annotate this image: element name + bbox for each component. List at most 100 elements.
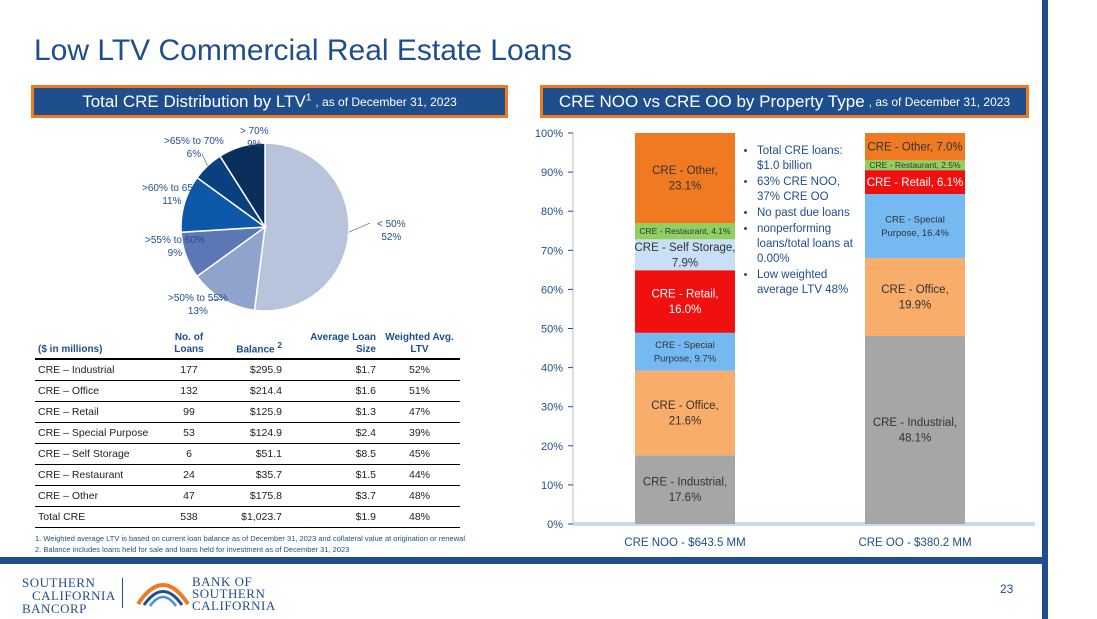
southern-california-bancorp-logo: SOUTHERN CALIFORNIA BANCORP [22,575,116,616]
row-balance: $35.7 [217,464,285,486]
row-count: 132 [161,380,217,402]
logo-divider [122,578,123,608]
right-accent-bar [1042,0,1048,619]
bar-segment [635,270,735,333]
col-count: No. of Loans [174,332,204,355]
y-tick-label: 90% [541,167,563,179]
row-avg-loan-size: $2.4 [285,422,379,444]
row-name: Total CRE [35,506,161,528]
row-avg-loan-size: $1.9 [285,506,379,528]
bar-header-title: CRE NOO vs CRE OO by Property Type [558,91,865,111]
col-category: ($ in millions) [38,344,103,355]
x-category-label: CRE NOO - $643.5 MM [624,537,745,549]
row-ltv: 48% [379,506,460,528]
row-ltv: 45% [379,443,460,465]
table-row: CRE – Industrial 177 $295.9 $1.7 52% [35,359,460,381]
summary-bullets: Total CRE loans: $1.0 billion63% CRE NOO… [745,144,855,299]
row-balance: $214.4 [217,380,285,402]
bar-segment-label: CRE - Office, 21.6% [651,400,719,428]
row-count: 177 [161,359,217,381]
pie-slice-label: >50% to 55% 13% [168,293,228,317]
row-avg-loan-size: $1.7 [285,359,379,381]
col-weighted-ltv: Weighted Avg. LTV [385,332,454,355]
row-ltv: 48% [379,485,460,507]
ltv-pie-chart [180,142,371,312]
property-type-bar-chart: 0% 10% 20% 30% 40% 50% 60% 70% 80% 90% 100% CRE - I… [535,128,1035,549]
summary-bullet: nonperforming loans/total loans at 0.00% [757,222,855,267]
row-ltv: 47% [379,401,460,423]
row-count: 24 [161,464,217,486]
bar-section-header: CRE NOO vs CRE OO by Property Type , as … [540,85,1029,118]
page-title: Low LTV Commercial Real Estate Loans [34,34,573,67]
pie-leader-line [209,299,223,301]
summary-bullet: Total CRE loans: $1.0 billion [757,144,855,174]
bar-segment [635,133,735,224]
y-tick-label: 40% [541,363,563,375]
row-avg-loan-size: $3.7 [285,485,379,507]
table-row: CRE – Special Purpose 53 $124.9 $2.4 39% [35,422,460,444]
bar-header-date: , as of December 31, 2023 [868,94,1011,109]
row-balance: $295.9 [217,359,285,381]
row-name: CRE – Retail [35,401,161,423]
col-balance: Balance 2 [236,339,282,355]
row-count: 538 [161,506,217,528]
table-row: CRE – Other 47 $175.8 $3.7 48% [35,485,460,507]
pie-slice-label: >60% to 65% 11% [142,183,202,207]
col-avg-loan-size: Average Loan Size [310,332,376,355]
pie-slice [218,142,266,230]
row-avg-loan-size: $1.5 [285,464,379,486]
bar-segment-label: CRE - Other, 7.0% [867,142,962,154]
pie-slice-label: >55% to 60% 9% [145,235,205,259]
row-count: 53 [161,422,217,444]
row-balance: $175.8 [217,485,285,507]
pie-leader-line [348,222,371,233]
pie-header-date: , as of December 31, 2023 [315,94,457,109]
row-ltv: 52% [379,359,460,381]
bottom-accent-bar [0,557,1048,564]
cre-ltv-table: ($ in millions) No. of Loans Balance 2 A… [35,330,460,528]
table-row: CRE – Self Storage 6 $51.1 $8.5 45% [35,443,460,465]
y-tick-label: 30% [541,402,563,414]
bar-segment-label: CRE - Self Storage, 7.9% [635,242,736,269]
x-category-label: CRE OO - $380.2 MM [858,537,971,549]
bar-segment-label: CRE - Industrial, 17.6% [643,477,727,505]
row-name: CRE – Office [35,380,161,402]
bar-segment [865,160,965,171]
row-ltv: 51% [379,380,460,402]
pie-slice-label: < 50% 52% [377,219,406,243]
row-name: CRE – Special Purpose [35,422,161,444]
pie-header-title: Total CRE Distribution by LTV1 [82,91,312,111]
row-ltv: 39% [379,422,460,444]
bank-wave-logo-icon [136,583,190,607]
summary-bullet: No past due loans [757,206,855,221]
bar-segment-label: CRE - Restaurant, 4.1% [639,226,731,236]
footnote-1: 1. Weighted average LTV is based on curr… [35,534,465,543]
page-number: 23 [1000,582,1014,596]
row-count: 6 [161,443,217,465]
table-row: CRE – Retail 99 $125.9 $1.3 47% [35,401,460,423]
table-row: CRE – Office 132 $214.4 $1.6 51% [35,380,460,402]
bar-segment [635,332,735,371]
row-balance: $1,023.7 [217,506,285,528]
bar-segment-label: CRE - Special Purpose, 16.4% [881,214,949,239]
y-tick-label: 60% [541,284,563,296]
y-tick-label: 10% [541,480,563,492]
bar-segment [865,170,965,194]
pie-slice [253,142,350,312]
bar-segment-label: CRE - Restaurant, 2.5% [869,160,961,170]
pie-slice-label: > 70% 9% [240,126,269,150]
bar-segment [865,335,965,524]
bar-segment-label: CRE - Retail, 16.0% [651,289,718,317]
row-count: 47 [161,485,217,507]
row-name: CRE – Other [35,485,161,507]
table-row: CRE – Restaurant 24 $35.7 $1.5 44% [35,464,460,486]
bar-segment [635,223,735,240]
pie-slice-label: >65% to 70% 6% [164,136,224,160]
row-ltv: 44% [379,464,460,486]
summary-bullet: Low weighted average LTV 48% [757,268,855,298]
bar-segment [635,239,735,271]
table-header-row: ($ in millions) No. of Loans Balance 2 A… [35,330,460,359]
pie-section-header: Total CRE Distribution by LTV1 , as of D… [31,85,508,118]
bank-of-southern-california-logo: BANK OF SOUTHERN CALIFORNIA [192,574,276,613]
bar-segment [635,455,735,524]
